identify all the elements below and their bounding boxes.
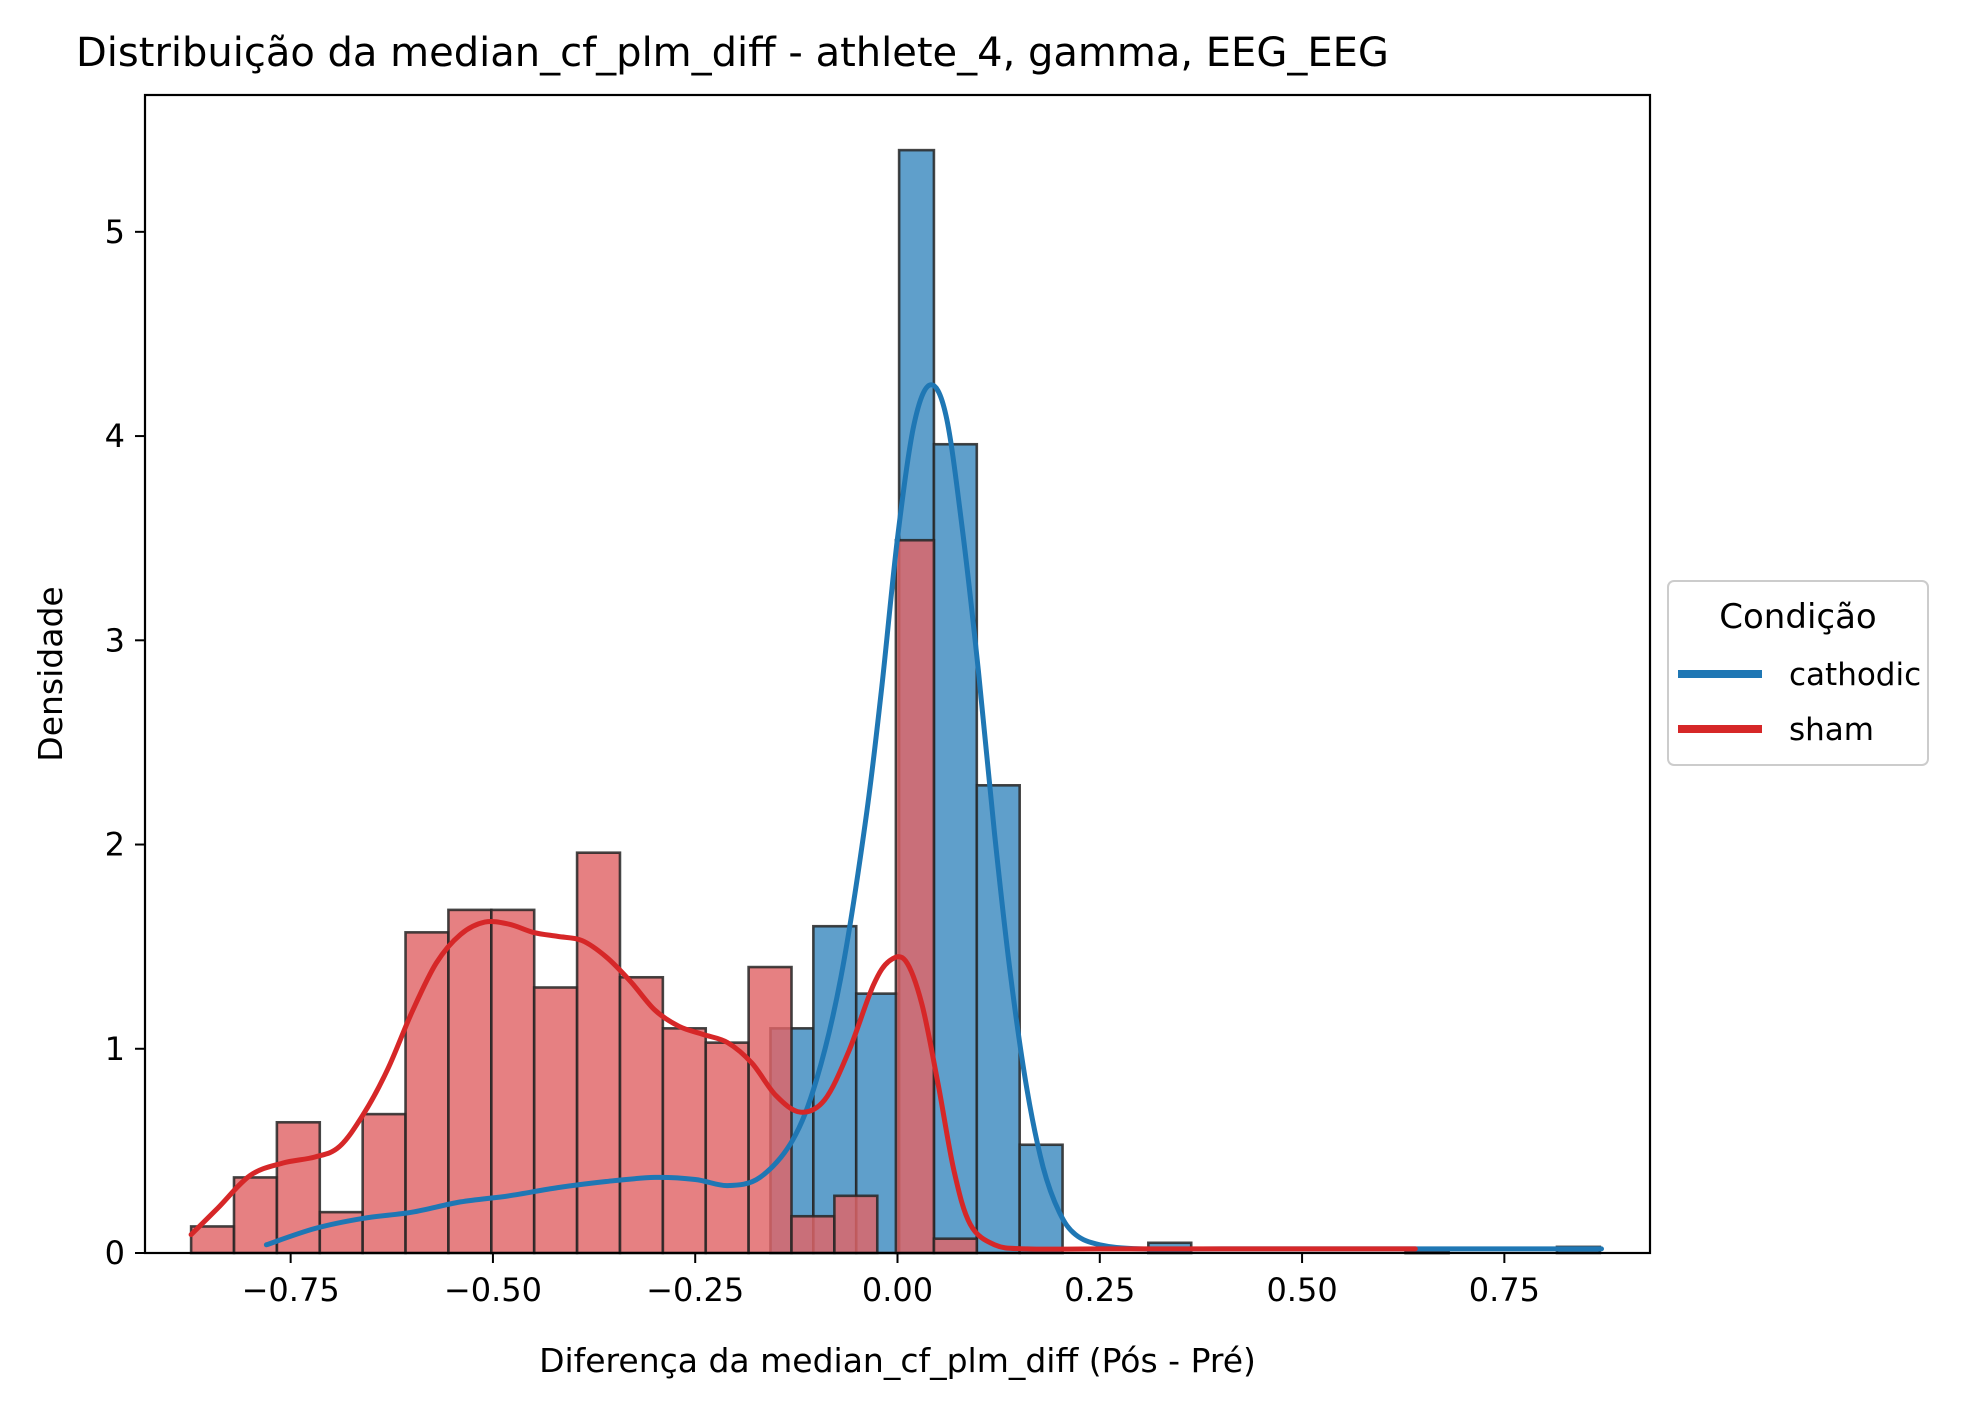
y-tick-label: 4 <box>105 417 125 455</box>
x-axis-ticks: −0.75 −0.50 −0.25 0.00 0.25 0.50 0.75 <box>242 1253 1540 1309</box>
x-tick-label: 0.25 <box>1064 1271 1135 1309</box>
sham-bar-17 <box>932 1237 979 1255</box>
y-tick-label: 1 <box>105 1030 125 1068</box>
y-tick-label: 3 <box>105 621 125 659</box>
chart-title: Distribuição da median_cf_plm_diff - ath… <box>76 30 1389 76</box>
sham-bar-16 <box>894 538 936 1255</box>
legend-label-cathodic: cathodic <box>1789 657 1921 693</box>
x-tick-label: 0.75 <box>1469 1271 1540 1309</box>
y-tick-label: 0 <box>105 1234 125 1272</box>
x-tick-label: −0.50 <box>444 1271 542 1309</box>
sham-bar-10 <box>618 975 665 1255</box>
sham-bars <box>189 538 1450 1255</box>
legend-title: Condição <box>1719 597 1876 637</box>
sham-bar-6 <box>447 908 493 1255</box>
x-tick-label: −0.75 <box>242 1271 340 1309</box>
sham-bar-15 <box>833 1194 879 1255</box>
sham-bar-12 <box>704 1041 750 1255</box>
sham-bar-7 <box>490 908 536 1255</box>
sham-bar-9 <box>575 851 622 1255</box>
sham-bar-8 <box>532 986 579 1255</box>
sham-bar-11 <box>661 1027 708 1255</box>
x-tick-label: 0.00 <box>862 1271 933 1309</box>
sham-kde-line <box>188 918 1418 1252</box>
y-axis-ticks: 0 1 2 3 4 5 <box>105 213 145 1272</box>
sham-bar-13 <box>747 965 793 1255</box>
sham-bar-14 <box>790 1214 836 1255</box>
legend-box <box>1667 580 1929 766</box>
cathodic-bar-4 <box>932 442 979 1255</box>
legend-label-sham: sham <box>1789 712 1874 748</box>
x-axis-label: Diferença da median_cf_plm_diff (Pós - P… <box>539 1341 1256 1380</box>
x-tick-label: −0.25 <box>646 1271 744 1309</box>
kde-curves <box>188 382 1604 1252</box>
plot-area-frame <box>143 93 1652 1255</box>
y-tick-label: 2 <box>105 826 125 864</box>
sham-bar-4 <box>361 1112 407 1255</box>
x-tick-label: 0.50 <box>1266 1271 1337 1309</box>
y-axis-label: Densidade <box>31 586 70 761</box>
y-tick-label: 5 <box>105 213 125 251</box>
legend: Condição cathodic sham <box>1667 580 1929 766</box>
